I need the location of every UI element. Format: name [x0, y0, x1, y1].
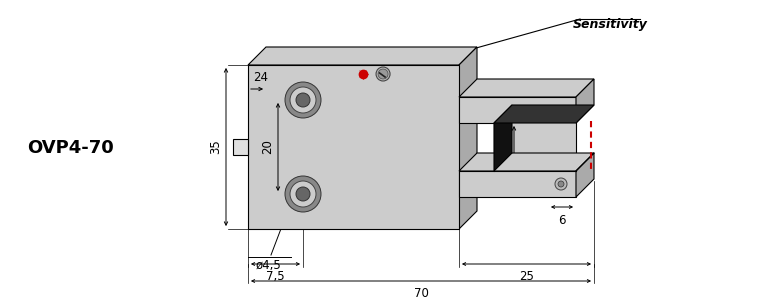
Circle shape: [376, 67, 390, 81]
Text: OVP4-70: OVP4-70: [27, 139, 114, 157]
Bar: [248, 65, 459, 229]
Polygon shape: [576, 153, 594, 197]
Polygon shape: [459, 47, 477, 229]
Polygon shape: [576, 79, 594, 123]
Circle shape: [285, 176, 321, 212]
Circle shape: [285, 82, 321, 118]
Polygon shape: [459, 79, 594, 97]
Text: 24: 24: [253, 71, 269, 84]
Text: 70: 70: [413, 287, 429, 300]
Polygon shape: [494, 105, 594, 123]
Text: 20: 20: [261, 140, 274, 154]
Circle shape: [378, 69, 388, 79]
Text: 35: 35: [209, 140, 222, 154]
Circle shape: [555, 178, 567, 190]
Polygon shape: [459, 97, 576, 197]
Circle shape: [296, 93, 310, 107]
Circle shape: [290, 181, 316, 207]
Text: 6: 6: [558, 214, 566, 227]
Text: 25: 25: [519, 270, 534, 283]
Polygon shape: [459, 153, 594, 171]
Text: 10: 10: [497, 140, 510, 154]
Circle shape: [558, 181, 564, 187]
Text: ø4,5: ø4,5: [255, 259, 281, 272]
Polygon shape: [494, 105, 512, 171]
Polygon shape: [248, 47, 477, 65]
Circle shape: [296, 187, 310, 201]
Text: 7,5: 7,5: [266, 270, 285, 283]
Circle shape: [290, 87, 316, 113]
Bar: [233, 139, 248, 155]
Text: Sensitivity: Sensitivity: [573, 18, 647, 31]
